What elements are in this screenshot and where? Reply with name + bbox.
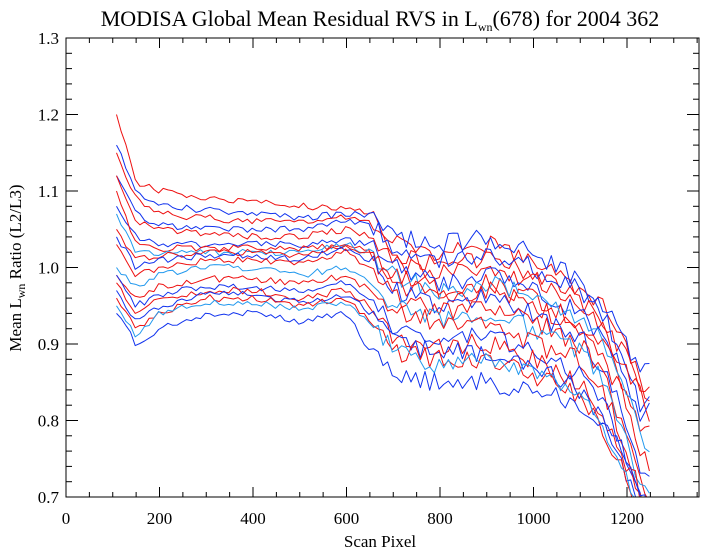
- series-line-13: [116, 274, 640, 497]
- y-axis-label-prefix: Mean L: [6, 298, 25, 351]
- x-tick-label: 600: [334, 509, 360, 528]
- series-line-5: [116, 175, 650, 422]
- chart-title-prefix: MODISA Global Mean Residual RVS in L: [101, 6, 478, 31]
- x-tick-label: 1200: [610, 509, 644, 528]
- series-line-8: [116, 213, 650, 453]
- series-line-12: [116, 263, 650, 494]
- y-axis-label: Mean Lwn Ratio (L2/L3): [6, 184, 28, 351]
- y-tick-label: 1.1: [38, 182, 59, 201]
- y-tick-label: 1.2: [38, 106, 59, 125]
- y-tick-label: 1.0: [38, 259, 59, 278]
- series-line-10: [116, 236, 650, 477]
- axes: 0 200 400 600 800 1000 1200 0.7 0.8 0.9 1.0 1.1 1.2 1…: [38, 29, 700, 528]
- x-tick-label: 400: [240, 509, 266, 528]
- y-tick-label: 0.8: [38, 412, 59, 431]
- chart-title: MODISA Global Mean Residual RVS in Lwn(6…: [101, 6, 660, 34]
- x-tick-label: 1000: [517, 509, 551, 528]
- series-line-4: [116, 175, 650, 413]
- series-line-7: [116, 190, 650, 432]
- x-axis-label: Scan Pixel: [344, 532, 417, 551]
- series-line-17: [116, 294, 633, 497]
- y-tick-label: 1.3: [38, 29, 59, 48]
- y-axis-label-subscript: wn: [14, 284, 28, 299]
- chart-title-suffix: (678) for 2004 362: [492, 6, 659, 31]
- plot-lines: [116, 114, 650, 497]
- series-line-15: [116, 282, 642, 497]
- x-tick-label: 200: [147, 509, 173, 528]
- y-axis-label-suffix: Ratio (L2/L3): [6, 184, 25, 283]
- series-line-9: [116, 229, 650, 472]
- chart-title-subscript: wn: [478, 20, 493, 34]
- series-line-11: [116, 244, 648, 497]
- y-tick-label: 0.7: [38, 488, 60, 507]
- series-line-3: [116, 152, 650, 393]
- series-line-2: [116, 144, 650, 373]
- series-line-16: [116, 290, 637, 497]
- series-line-1: [116, 114, 650, 402]
- series-line-19: [116, 309, 646, 497]
- x-tick-label: 800: [427, 509, 453, 528]
- y-tick-label: 0.9: [38, 335, 59, 354]
- series-line-6: [116, 206, 650, 422]
- series-line-14: [116, 274, 642, 497]
- x-tick-label: 0: [62, 509, 71, 528]
- series-line-18: [116, 299, 635, 497]
